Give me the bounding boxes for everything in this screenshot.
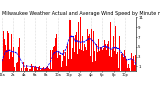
Text: Milwaukee Weather Actual and Average Wind Speed by Minute mph (Last 24 Hours): Milwaukee Weather Actual and Average Win… bbox=[2, 11, 160, 16]
